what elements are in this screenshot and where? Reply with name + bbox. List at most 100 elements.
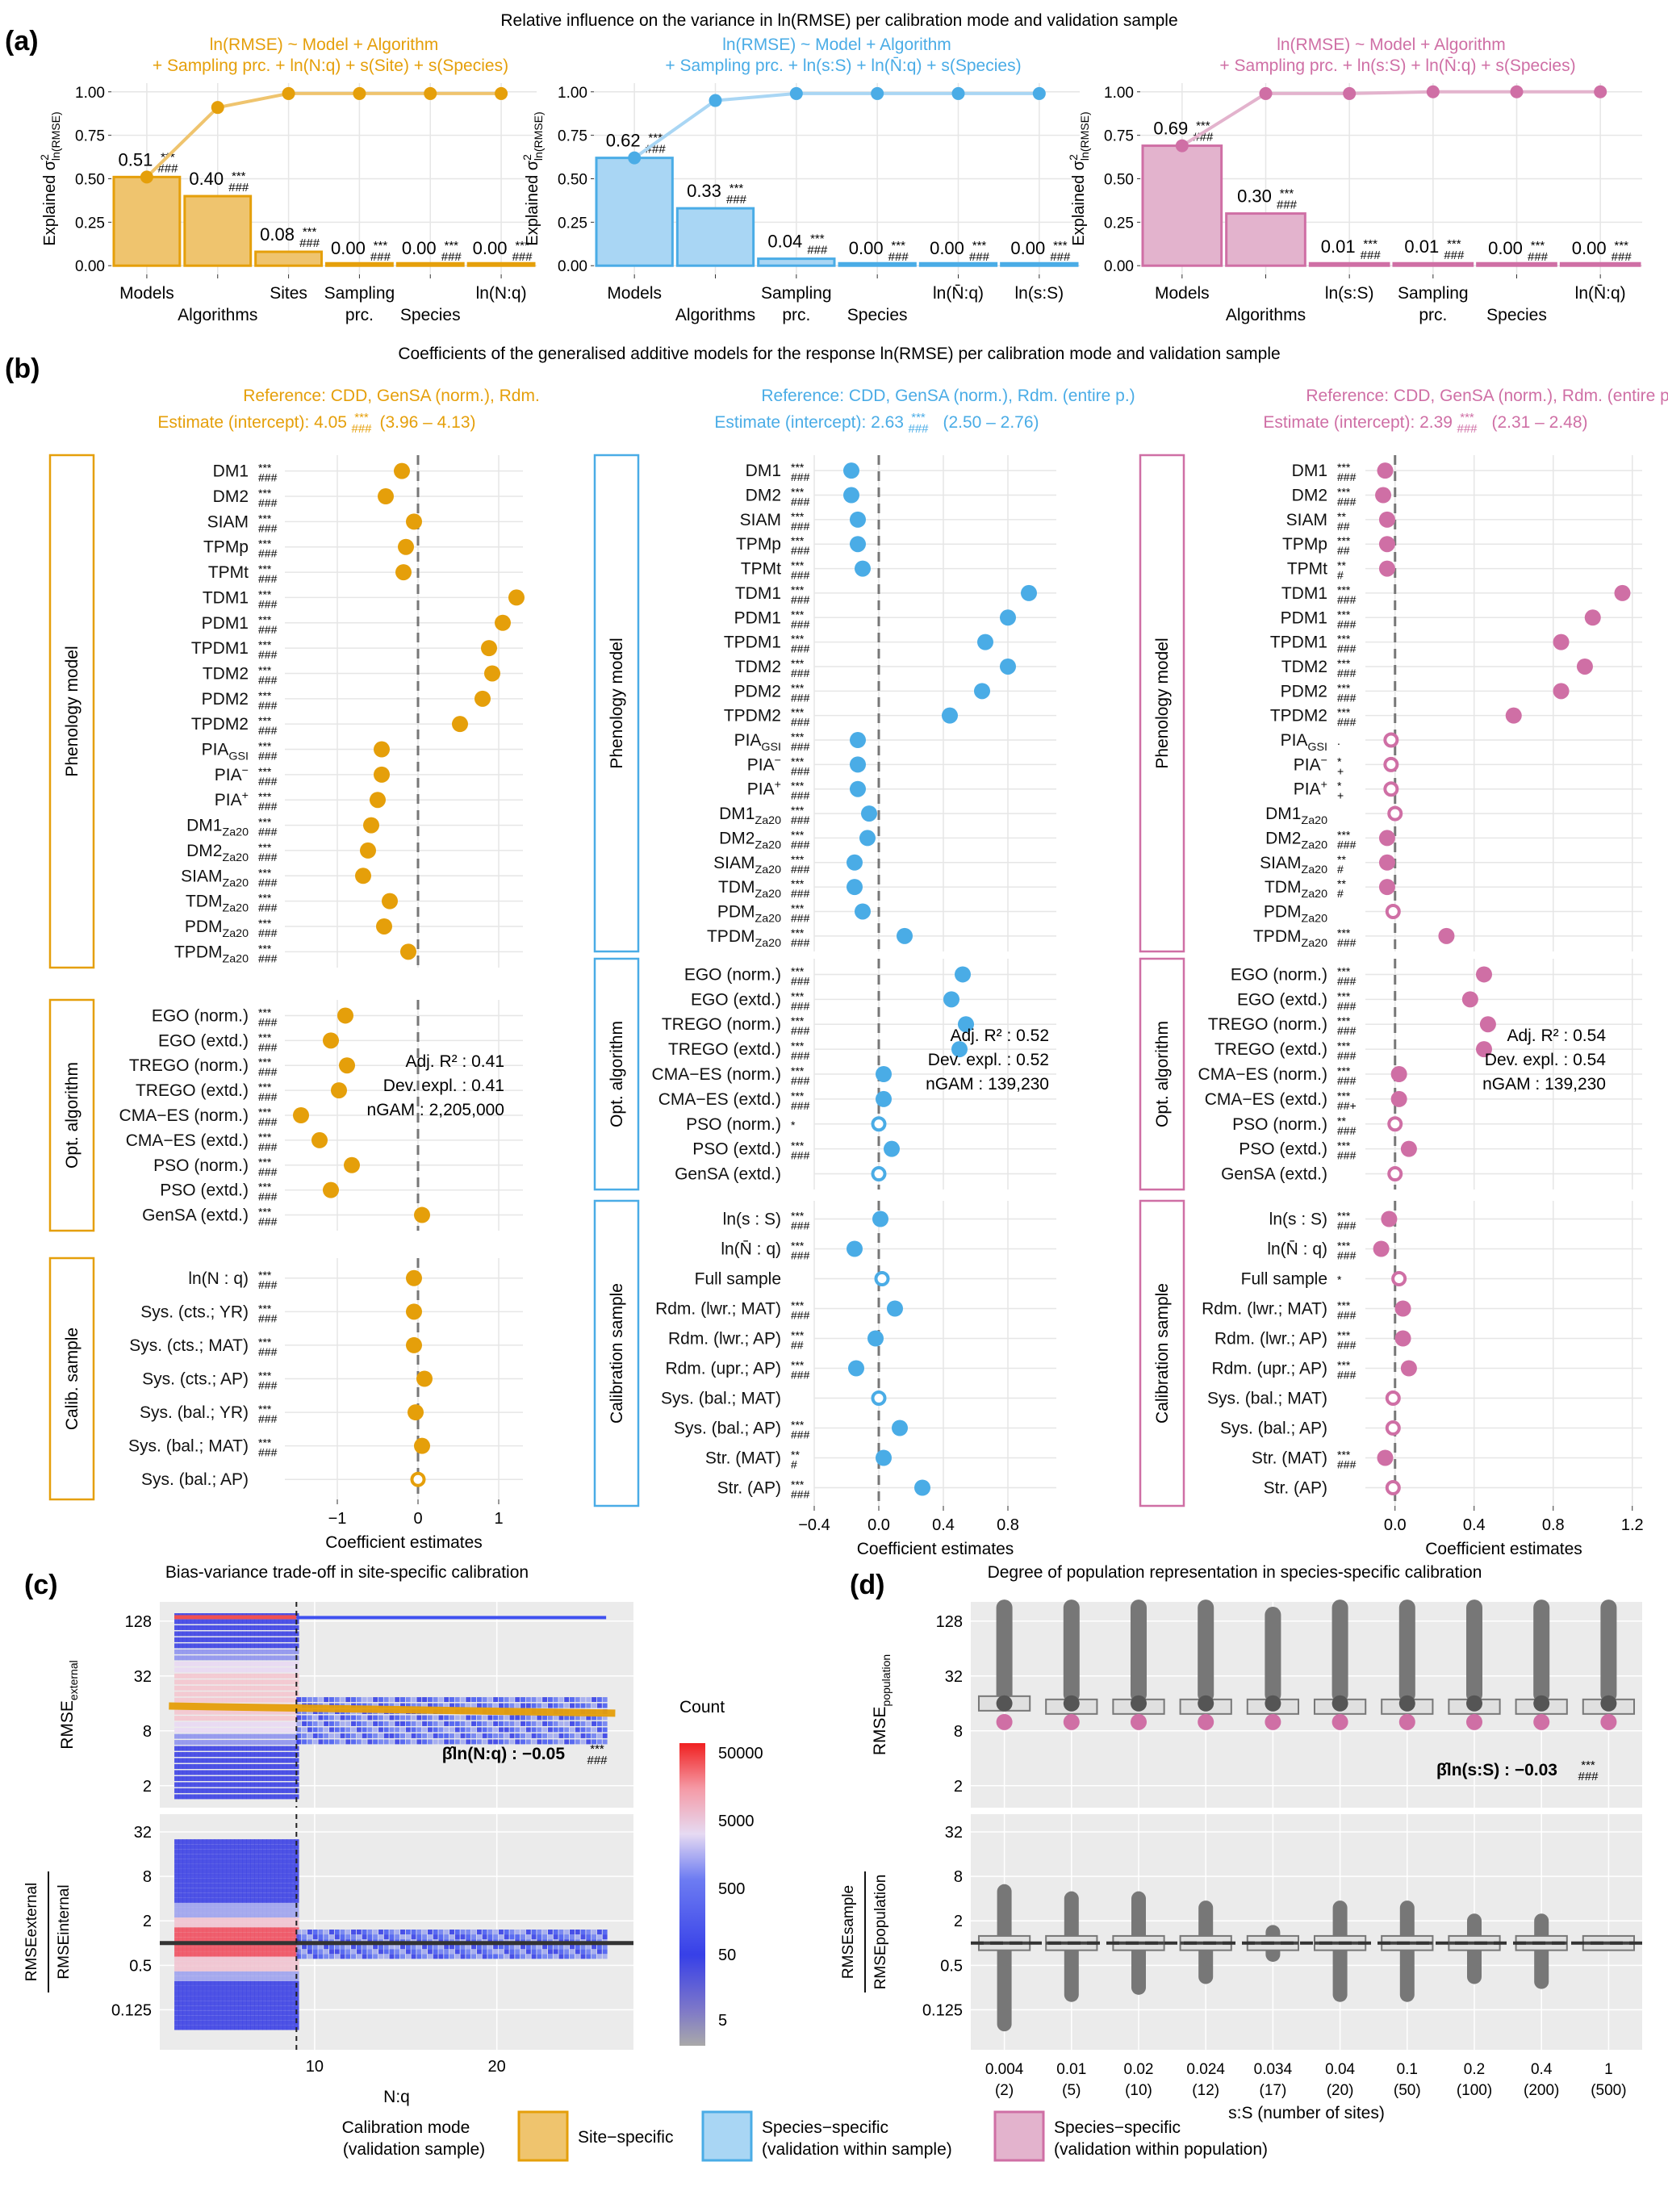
density-cell (186, 1878, 191, 1884)
density-cell (234, 1631, 240, 1637)
sig-stars: *** (1337, 926, 1351, 939)
density-cell (411, 1715, 416, 1721)
density-cell (558, 1949, 564, 1955)
density-cell (206, 1764, 211, 1769)
density-cell (444, 1727, 449, 1733)
density-cell (226, 1927, 232, 1933)
density-cell (498, 1954, 504, 1959)
bar-Sampling prc. (1392, 261, 1474, 267)
density-cell (242, 1673, 247, 1679)
density-cell (222, 1888, 228, 1893)
sig-hashes: ### (1337, 1049, 1357, 1062)
density-cell (262, 1917, 267, 1923)
density-cell (258, 1859, 263, 1864)
density-cell (218, 1733, 224, 1739)
density-cell (234, 1976, 240, 1981)
density-cell (246, 1956, 251, 1962)
legend-label-within-l2: (validation within sample) (762, 2140, 952, 2159)
x-axis-title: Coefficient estimates (325, 1533, 483, 1552)
coef-point-TPDM_Za20 (897, 927, 913, 944)
sig-hashes: ### (1337, 470, 1357, 483)
bar-value-label: 0.00 (402, 238, 437, 258)
density-cell (460, 1703, 466, 1708)
sig-hashes: ### (1277, 199, 1298, 212)
density-cell (286, 1788, 291, 1793)
density-cell (238, 1788, 244, 1793)
density-cell (182, 1839, 187, 1845)
density-cell (258, 1913, 263, 1918)
density-cell (218, 1888, 224, 1893)
density-cell (178, 1619, 183, 1625)
density-cell (282, 1733, 287, 1739)
density-cell (278, 1770, 283, 1775)
sig-hashes: ### (258, 1015, 278, 1028)
density-cell (230, 2005, 236, 2011)
density-cell (198, 1619, 203, 1625)
density-cell (295, 1685, 299, 1691)
density-cell (460, 1934, 466, 1940)
density-cell (291, 1649, 295, 1654)
x-axis-title: Coefficient estimates (857, 1540, 1014, 1558)
density-cell (214, 1844, 219, 1850)
density-cell (174, 1673, 179, 1679)
density-cell (234, 1868, 240, 1874)
density-cell (466, 1727, 471, 1733)
density-cell (282, 1961, 287, 1967)
y-tick-label: 32 (945, 1824, 963, 1842)
density-cell (238, 1679, 244, 1685)
density-cell (466, 1954, 471, 1959)
sig-hashes: ### (258, 572, 278, 585)
density-cell (318, 1733, 324, 1738)
density-cell (286, 1794, 291, 1800)
density-cell (194, 1625, 199, 1630)
coef-point-PIA^+ (1383, 781, 1399, 797)
density-cell (254, 1733, 259, 1739)
density-cell (186, 1961, 191, 1967)
density-cell (210, 1932, 215, 1938)
density-cell (202, 1770, 207, 1775)
density-cell (274, 1917, 279, 1923)
density-cell (198, 1649, 203, 1654)
sig-stars: *** (258, 487, 272, 500)
density-cell (186, 2015, 191, 2021)
density-cell (254, 1758, 259, 1763)
density-cell (411, 1721, 416, 1726)
density-cell (278, 1908, 283, 1913)
sig-hashes: ### (299, 236, 320, 250)
density-cell (296, 1727, 302, 1733)
density-cell (210, 1679, 215, 1685)
density-cell (186, 2025, 191, 2030)
density-cell (234, 1619, 240, 1625)
density-cell (433, 1944, 438, 1950)
density-cell (250, 1927, 255, 1933)
density-cell (367, 1930, 373, 1934)
density-cell (210, 1758, 215, 1763)
density-cell (242, 1716, 247, 1721)
density-cell (302, 1697, 307, 1703)
density-cell (190, 1937, 195, 1942)
density-cell (202, 1673, 207, 1679)
density-cell (198, 1859, 203, 1864)
density-cell (234, 1667, 240, 1673)
density-cell (575, 1954, 580, 1959)
density-cell (531, 1930, 537, 1934)
density-cell (569, 1944, 575, 1950)
dev-explained: Dev. expl. : 0.52 (928, 1051, 1049, 1069)
density-cell (282, 2020, 287, 2026)
density-cell (286, 1775, 291, 1781)
density-cell (258, 1746, 263, 1751)
density-cell (291, 1844, 295, 1850)
density-cell (340, 1733, 345, 1738)
density-cell (254, 1679, 259, 1685)
coef-point-Sys. (bal.; YR) (408, 1404, 424, 1421)
density-cell (258, 1868, 263, 1874)
density-cell (214, 1733, 219, 1739)
density-cell (270, 1996, 275, 2001)
density-cell (509, 1739, 515, 1745)
density-cell (214, 1839, 219, 1845)
density-cell (278, 1980, 283, 1986)
density-cell (246, 1788, 251, 1793)
density-cell (214, 1897, 219, 1903)
density-cell (250, 1966, 255, 1972)
density-cell (238, 1844, 244, 1850)
